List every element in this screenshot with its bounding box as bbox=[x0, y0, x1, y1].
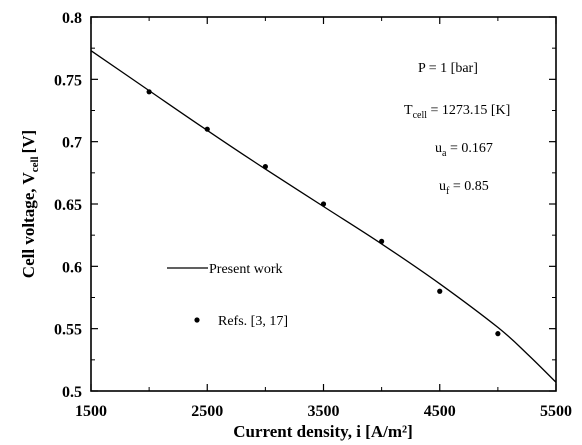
x-tick-label: 2500 bbox=[191, 403, 223, 420]
legend-marker-refs bbox=[194, 317, 200, 323]
series-points-refs bbox=[146, 89, 501, 337]
annotation-air-utilization: ua = 0.167 bbox=[435, 141, 493, 159]
legend-label-refs: Refs. [3, 17] bbox=[218, 314, 288, 329]
data-point-refs bbox=[379, 238, 385, 244]
x-tick-labels: 1500 2500 3500 4500 5500 bbox=[75, 403, 572, 420]
data-point-refs bbox=[262, 164, 268, 170]
y-tick-label: 0.65 bbox=[54, 197, 82, 214]
data-point-refs bbox=[204, 126, 210, 132]
x-tick-label: 4500 bbox=[424, 403, 456, 420]
series-line-present-work bbox=[90, 50, 557, 383]
x-tick-label: 1500 bbox=[75, 403, 107, 420]
annotation-cell-temperature: Tcell = 1273.15 [K] bbox=[404, 103, 510, 121]
legend-label-present-work: Present work bbox=[209, 262, 283, 277]
data-point-refs bbox=[437, 288, 443, 294]
data-point-refs bbox=[146, 89, 152, 95]
x-tick-label: 3500 bbox=[308, 403, 340, 420]
data-point-refs bbox=[495, 331, 501, 337]
y-tick-labels: 0.5 0.55 0.6 0.65 0.7 0.75 0.8 bbox=[54, 10, 82, 401]
x-tick-label: 5500 bbox=[540, 403, 572, 420]
x-axis-title: Current density, i [A/m²] bbox=[233, 422, 413, 441]
data-point-refs bbox=[320, 201, 327, 207]
tick-marks bbox=[90, 16, 557, 392]
y-tick-label: 0.6 bbox=[62, 259, 82, 276]
y-axis-title: Cell voltage, Vcell[V] bbox=[19, 130, 41, 278]
annotation-fuel-utilization: uf = 0.85 bbox=[439, 179, 489, 197]
y-tick-label: 0.8 bbox=[62, 10, 82, 27]
annotation-pressure: P = 1 [bar] bbox=[418, 61, 478, 76]
y-tick-label: 0.5 bbox=[62, 384, 82, 401]
y-tick-label: 0.75 bbox=[54, 72, 82, 89]
y-tick-label: 0.55 bbox=[54, 322, 82, 339]
y-tick-label: 0.7 bbox=[62, 135, 82, 152]
